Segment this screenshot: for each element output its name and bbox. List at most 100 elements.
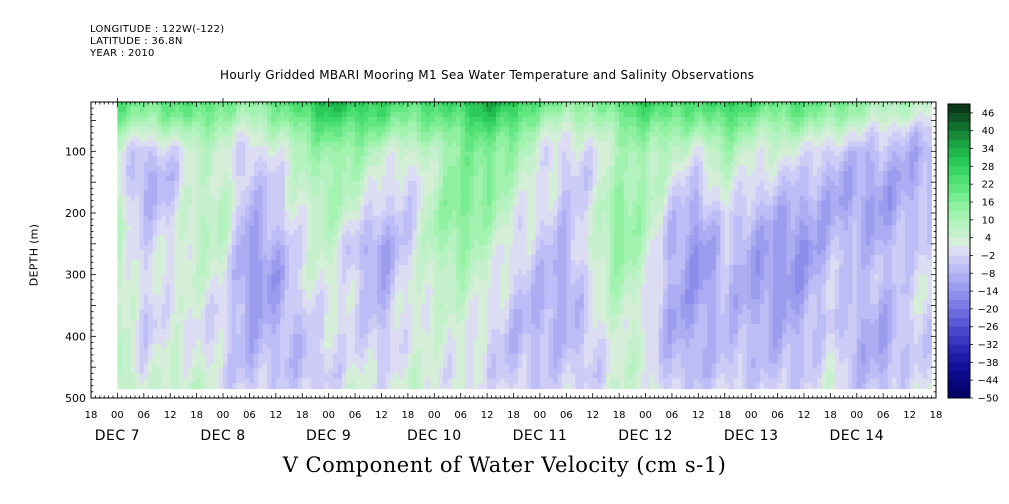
heatmap-cell bbox=[416, 250, 422, 256]
heatmap-cell bbox=[240, 176, 246, 182]
heatmap-cell bbox=[267, 294, 272, 300]
heatmap-cell bbox=[412, 269, 418, 276]
heatmap-cell bbox=[429, 116, 435, 123]
heatmap-cell bbox=[425, 205, 431, 211]
heatmap-cell bbox=[249, 309, 255, 315]
heatmap-cell bbox=[341, 136, 347, 142]
heatmap-cell bbox=[443, 309, 448, 315]
heatmap-cell bbox=[187, 121, 193, 128]
heatmap-cell bbox=[311, 102, 316, 108]
heatmap-cell bbox=[473, 383, 479, 389]
heatmap-cell bbox=[302, 215, 308, 221]
heatmap-cell bbox=[249, 166, 255, 172]
heatmap-cell bbox=[201, 279, 206, 285]
heatmap-cell bbox=[196, 358, 202, 364]
heatmap-cell bbox=[451, 230, 457, 236]
heatmap-cell bbox=[205, 309, 211, 315]
heatmap-cell bbox=[130, 368, 136, 374]
heatmap-cell bbox=[209, 279, 215, 285]
heatmap-cell bbox=[262, 240, 268, 246]
heatmap-cell bbox=[297, 200, 303, 206]
heatmap-cell bbox=[179, 259, 184, 266]
heatmap-cell bbox=[130, 161, 136, 167]
heatmap-cell bbox=[328, 279, 334, 285]
heatmap-cell bbox=[456, 373, 462, 379]
heatmap-cell bbox=[337, 171, 343, 177]
heatmap-cell bbox=[302, 358, 308, 364]
heatmap-cell bbox=[223, 324, 228, 330]
heatmap-cell bbox=[271, 338, 277, 345]
heatmap-cell bbox=[451, 264, 457, 271]
heatmap-cell bbox=[245, 245, 250, 251]
heatmap-cell bbox=[390, 200, 396, 206]
heatmap-cell bbox=[333, 319, 338, 325]
heatmap-cell bbox=[372, 299, 378, 305]
heatmap-cell bbox=[421, 373, 426, 379]
heatmap-cell bbox=[161, 210, 167, 216]
heatmap-cell bbox=[385, 240, 391, 246]
heatmap-cell bbox=[328, 324, 334, 330]
heatmap-cell bbox=[196, 348, 202, 354]
heatmap-cell bbox=[245, 176, 250, 182]
heatmap-cell bbox=[460, 264, 466, 271]
heatmap-cell bbox=[275, 250, 281, 256]
heatmap-cell bbox=[249, 235, 255, 241]
heatmap-cell bbox=[460, 259, 466, 266]
heatmap-cell bbox=[157, 106, 162, 113]
heatmap-cell bbox=[447, 166, 453, 172]
heatmap-cell bbox=[443, 111, 448, 118]
heatmap-cell bbox=[333, 116, 338, 123]
heatmap-cell bbox=[183, 284, 189, 290]
heatmap-cell bbox=[289, 368, 294, 374]
heatmap-cell bbox=[385, 131, 391, 137]
heatmap-cell bbox=[152, 353, 158, 359]
heatmap-cell bbox=[315, 328, 321, 335]
heatmap-cell bbox=[381, 146, 387, 152]
heatmap-cell bbox=[465, 111, 470, 118]
heatmap-cell bbox=[311, 245, 316, 251]
heatmap-cell bbox=[324, 343, 330, 350]
heatmap-cell bbox=[355, 136, 360, 142]
heatmap-cell bbox=[302, 166, 308, 172]
heatmap-cell bbox=[130, 176, 136, 182]
heatmap-cell bbox=[460, 116, 466, 123]
heatmap-cell bbox=[368, 136, 374, 142]
heatmap-cell bbox=[236, 284, 242, 290]
heatmap-cell bbox=[139, 368, 145, 374]
heatmap-cell bbox=[350, 279, 356, 285]
heatmap-cell bbox=[205, 176, 211, 182]
heatmap-cell bbox=[319, 338, 325, 345]
heatmap-cell bbox=[341, 166, 347, 172]
heatmap-cell bbox=[350, 299, 356, 305]
heatmap-cell bbox=[456, 176, 462, 182]
heatmap-cell bbox=[407, 215, 413, 221]
heatmap-cell bbox=[359, 106, 365, 113]
heatmap-cell bbox=[205, 319, 211, 325]
heatmap-cell bbox=[227, 136, 233, 142]
heatmap-cell bbox=[346, 240, 352, 246]
heatmap-cell bbox=[447, 250, 453, 256]
heatmap-cell bbox=[363, 176, 369, 182]
heatmap-cell bbox=[438, 259, 444, 266]
heatmap-cell bbox=[297, 324, 303, 330]
heatmap-cell bbox=[403, 314, 409, 320]
heatmap-cell bbox=[157, 353, 162, 359]
heatmap-cell bbox=[328, 171, 334, 177]
heatmap-cell bbox=[473, 126, 479, 132]
heatmap-cell bbox=[170, 274, 176, 280]
heatmap-cell bbox=[126, 200, 132, 206]
heatmap-cell bbox=[148, 102, 154, 108]
heatmap-cell bbox=[192, 343, 198, 350]
heatmap-cell bbox=[258, 254, 264, 261]
heatmap-cell bbox=[319, 171, 325, 177]
heatmap-cell bbox=[148, 388, 154, 390]
heatmap-cell bbox=[385, 210, 391, 216]
heatmap-cell bbox=[249, 151, 255, 157]
heatmap-cell bbox=[337, 324, 343, 330]
heatmap-cell bbox=[306, 250, 312, 256]
heatmap-cell bbox=[148, 245, 154, 251]
heatmap-cell bbox=[231, 319, 237, 325]
heatmap-cell bbox=[319, 319, 325, 325]
heatmap-cell bbox=[152, 314, 158, 320]
